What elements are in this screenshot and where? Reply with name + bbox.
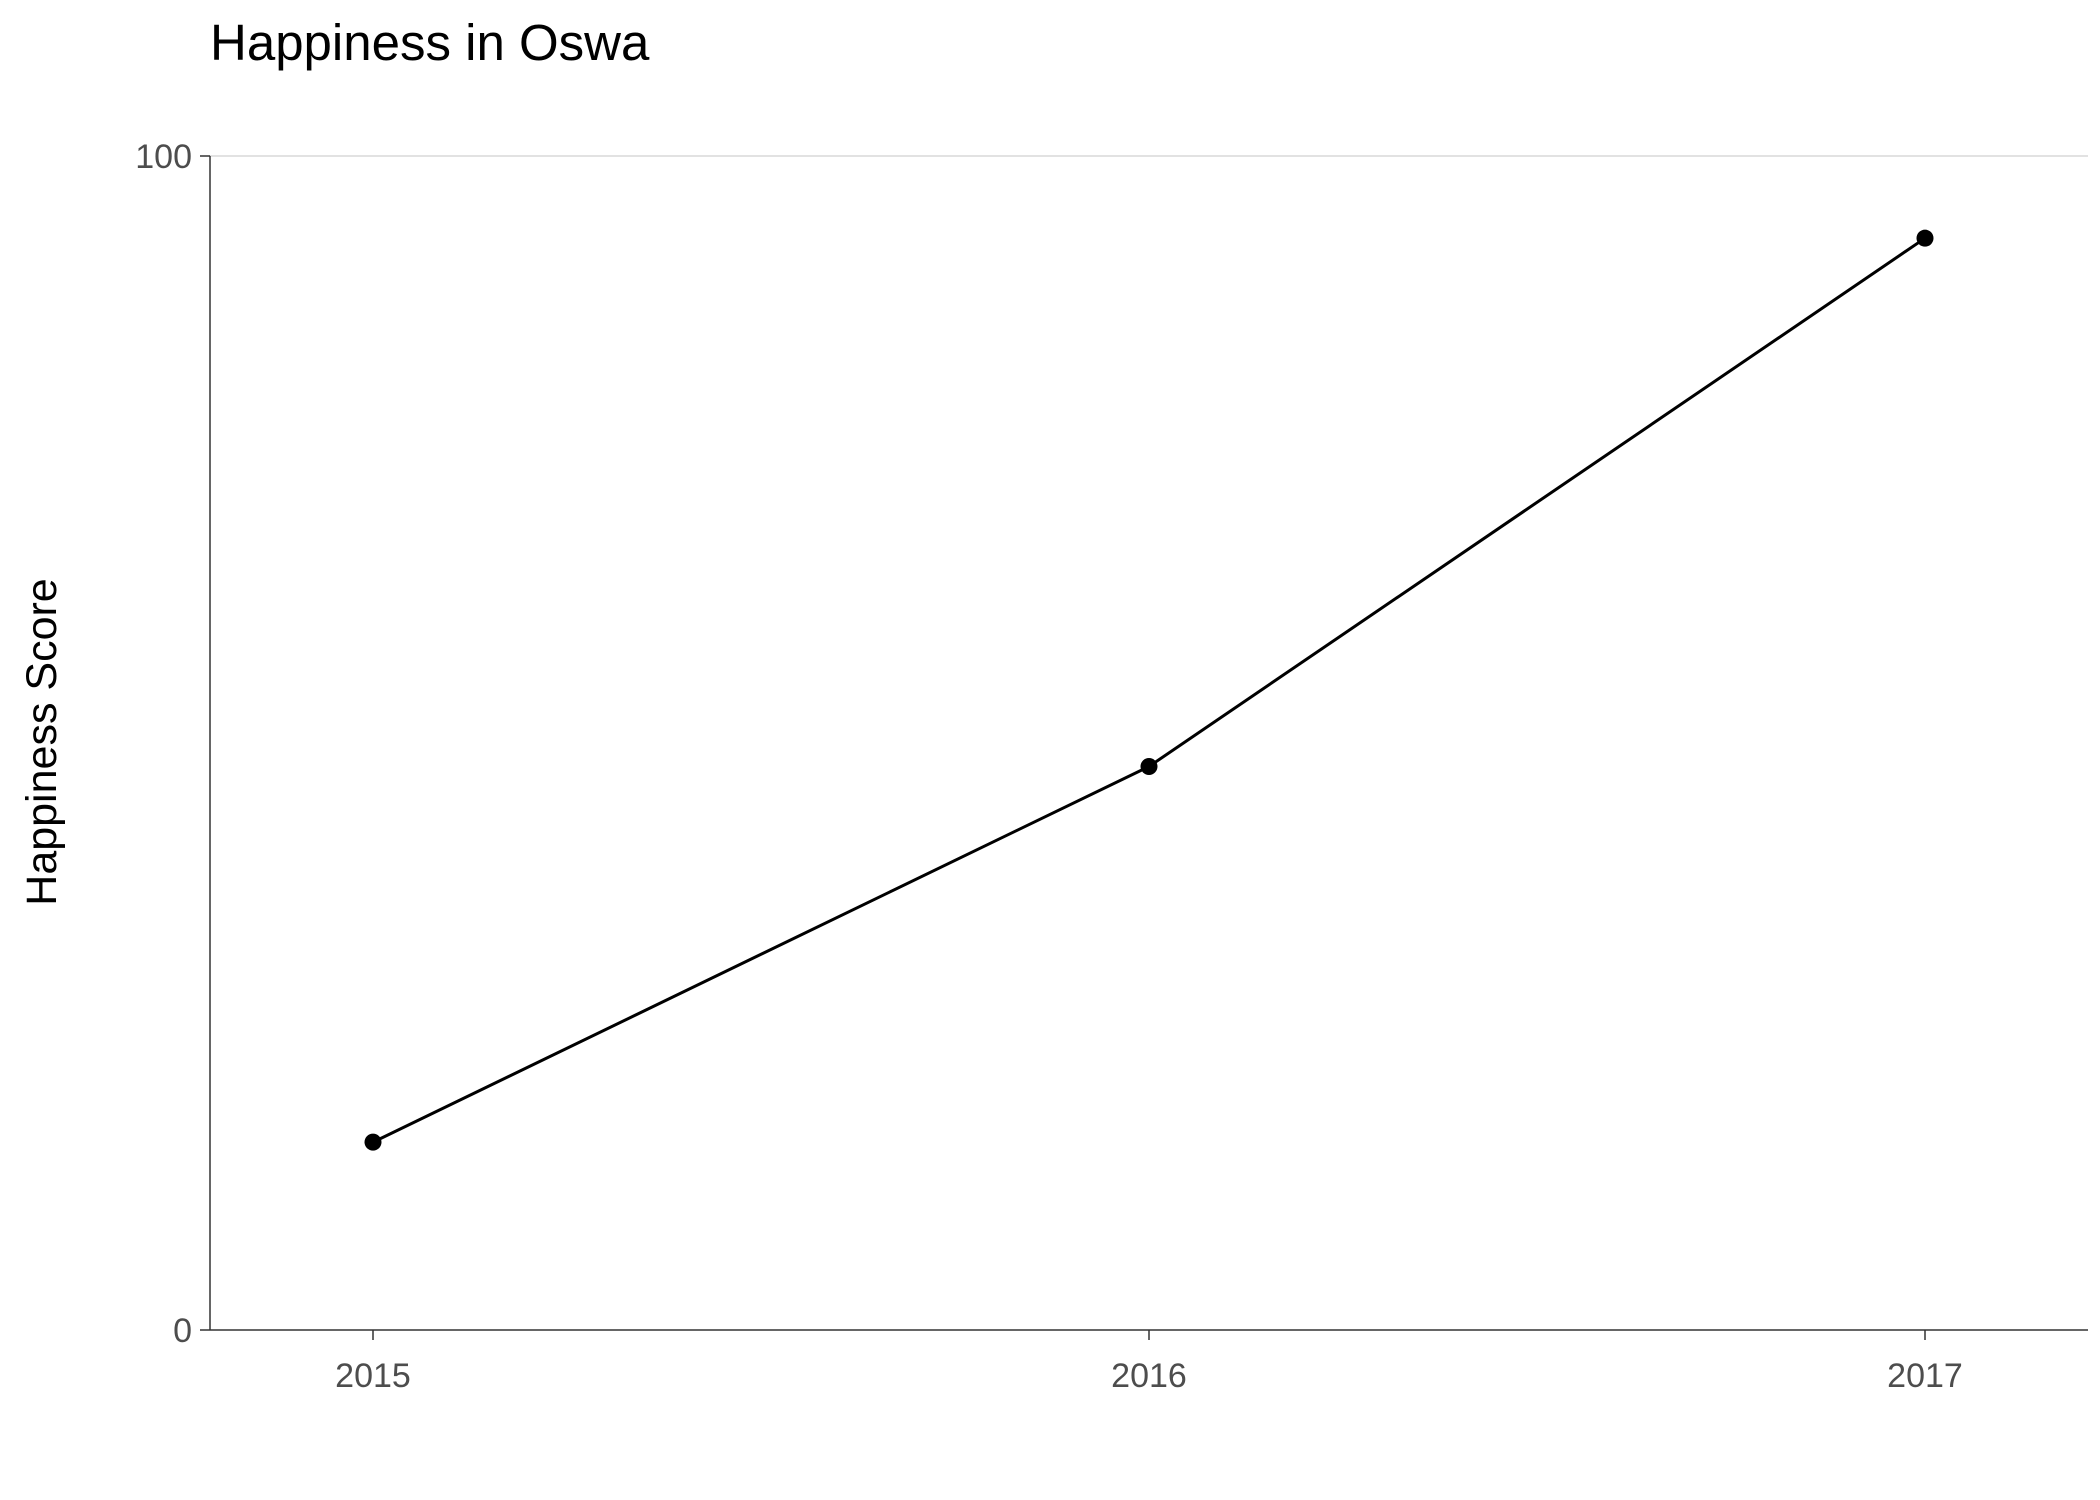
chart-title: Happiness in Oswa <box>210 14 650 71</box>
data-point <box>364 1133 382 1151</box>
data-series <box>364 229 1934 1151</box>
y-axis-ticks: 0 100 <box>135 138 210 1350</box>
axes <box>209 156 2088 1331</box>
series-line <box>372 236 1926 1144</box>
y-tick-label: 0 <box>173 1312 192 1350</box>
x-axis-ticks: 2015 2016 2017 <box>335 1330 1963 1395</box>
data-point <box>1916 229 1934 247</box>
y-tick-label: 100 <box>135 138 192 176</box>
x-tick-label: 2016 <box>1111 1357 1187 1395</box>
x-tick-label: 2017 <box>1887 1357 1963 1395</box>
data-point <box>1140 757 1158 775</box>
y-axis-label: Happiness Score <box>18 578 66 905</box>
x-tick-label: 2015 <box>335 1357 411 1395</box>
